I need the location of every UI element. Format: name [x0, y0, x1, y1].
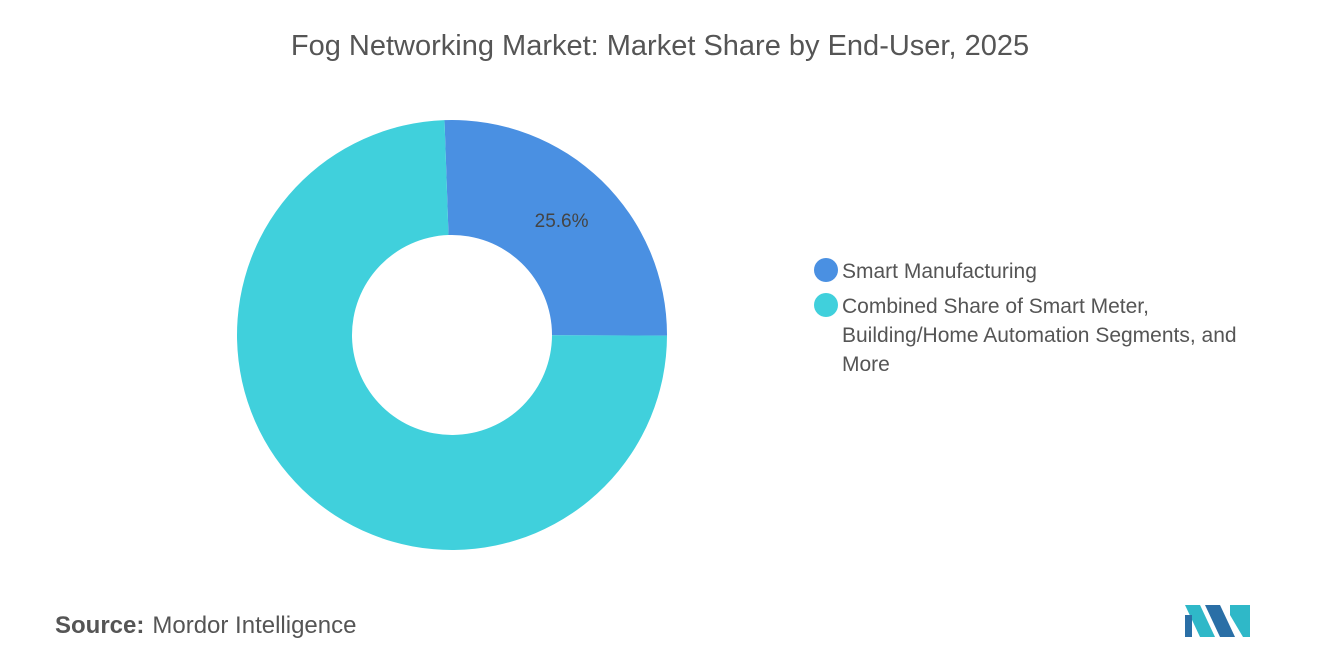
donut-slice — [237, 120, 667, 551]
legend-item: Combined Share of Smart Meter, Building/… — [814, 292, 1264, 379]
donut-slice — [444, 120, 667, 336]
data-label: 25.6% — [535, 211, 589, 232]
legend-swatch — [814, 258, 838, 282]
legend: Smart Manufacturing Combined Share of Sma… — [814, 257, 1264, 385]
legend-swatch — [814, 293, 838, 317]
legend-item: Smart Manufacturing — [814, 257, 1264, 286]
legend-label: Combined Share of Smart Meter, Building/… — [842, 295, 1237, 376]
source-label: Source: — [55, 612, 145, 639]
legend-label: Smart Manufacturing — [842, 260, 1037, 283]
source: Source: Mordor Intelligence — [55, 612, 356, 640]
chart-title: Fog Networking Market: Market Share by E… — [290, 30, 1030, 62]
logo — [1185, 605, 1250, 637]
source-text: Mordor Intelligence — [152, 612, 357, 639]
